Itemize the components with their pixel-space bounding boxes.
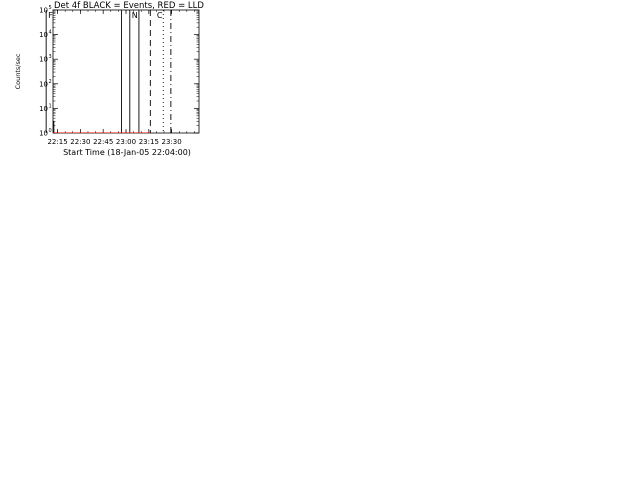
y-tick-label: 10 — [39, 7, 48, 15]
x-tick-label: 22:30 — [70, 138, 90, 146]
y-tick-label: 10 — [39, 31, 48, 39]
x-tick-label: 23:15 — [139, 138, 159, 146]
x-tick-label: 22:45 — [93, 138, 113, 146]
marker-letter: C — [157, 11, 163, 20]
chart-title: Det 4f BLACK = Events, RED = LLD — [54, 1, 204, 11]
y-tick-exponent: 4 — [49, 30, 52, 36]
x-tick-label: 23:30 — [162, 138, 182, 146]
y-tick-exponent: 0 — [49, 128, 52, 134]
y-tick-exponent: 5 — [49, 5, 52, 11]
x-tick-label: 22:15 — [47, 138, 67, 146]
y-tick-label: 10 — [39, 105, 48, 113]
y-axis-label: Counts/sec — [14, 53, 22, 89]
series-line-events — [53, 120, 151, 133]
y-tick-exponent: 1 — [49, 103, 52, 109]
y-tick-exponent: 3 — [49, 54, 52, 60]
marker-letter: F — [48, 11, 53, 20]
x-tick-label: 23:00 — [116, 138, 136, 146]
plot-frame — [52, 9, 200, 134]
y-tick-label: 10 — [39, 80, 48, 88]
y-tick-label: 10 — [39, 56, 48, 64]
y-tick-exponent: 2 — [49, 79, 52, 85]
marker-letter: N — [132, 11, 138, 20]
chart-panel-1: Det 4f BLACK = Events, RED = LLD Start Ti… — [14, 1, 204, 157]
y-tick-label: 10 — [39, 130, 48, 138]
x-axis-label: Start Time (18-Jan-05 22:04:00) — [63, 148, 191, 157]
